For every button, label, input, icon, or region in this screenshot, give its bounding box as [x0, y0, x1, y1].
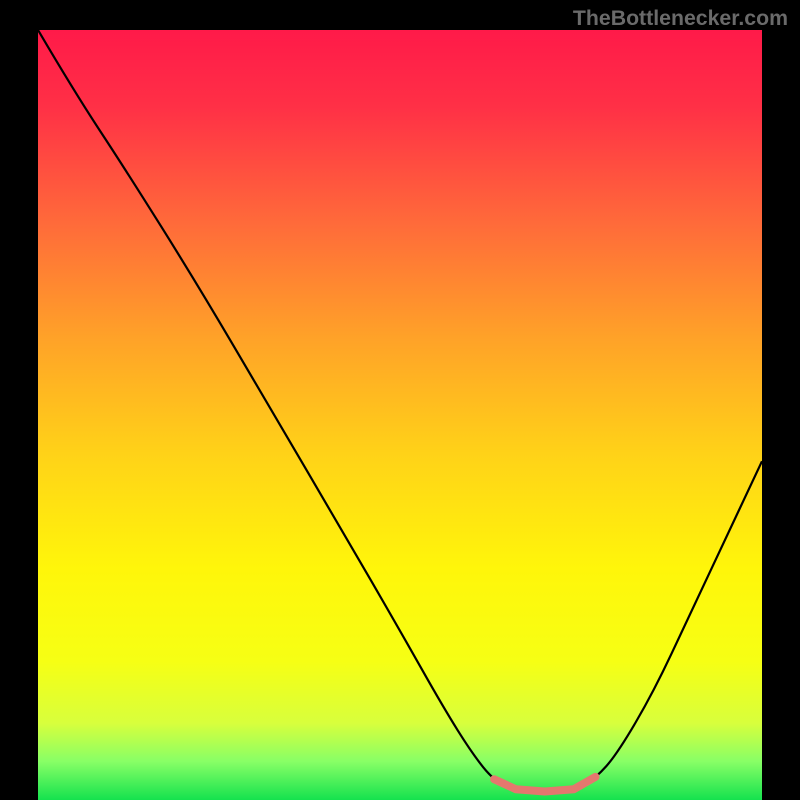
bottleneck-curve: [38, 30, 762, 792]
chart-container: TheBottlenecker.com: [0, 0, 800, 800]
watermark-text: TheBottlenecker.com: [573, 6, 788, 31]
curve-layer: [38, 30, 762, 800]
optimal-range-marker: [494, 777, 595, 792]
plot-area: [38, 30, 762, 800]
